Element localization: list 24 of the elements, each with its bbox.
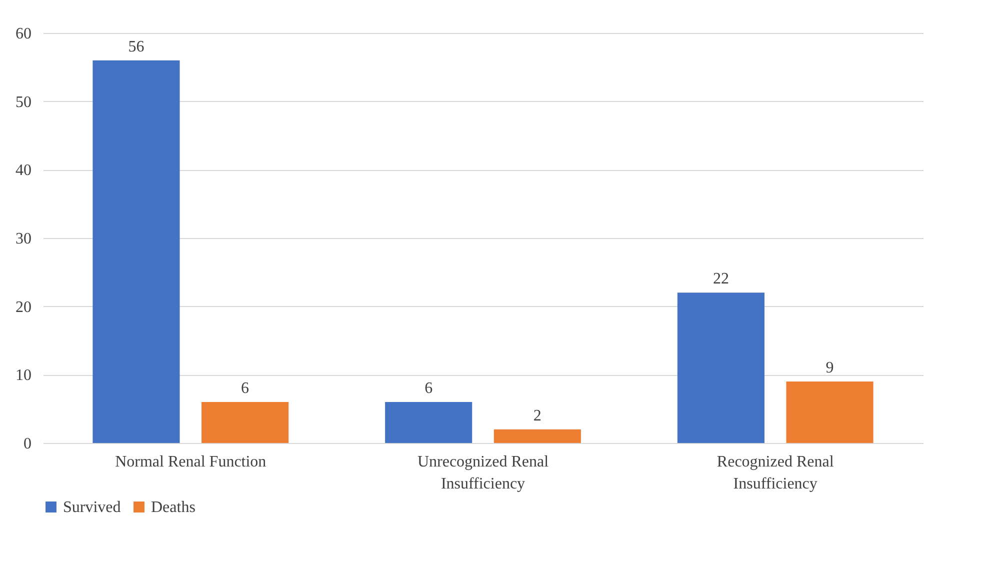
bar	[385, 402, 472, 443]
y-tick-label: 0	[24, 436, 32, 452]
data-label: 2	[533, 407, 542, 424]
bar	[786, 382, 874, 443]
bar	[202, 402, 289, 443]
y-tick-label: 50	[16, 94, 32, 111]
bar	[677, 292, 764, 443]
y-tick-label: 40	[16, 162, 32, 180]
x-tick-label: Recognized Renal Insufficiency	[716, 454, 834, 492]
data-label: 22	[712, 270, 729, 288]
x-tick-label: Normal Renal Function	[115, 454, 266, 470]
data-label: 6	[241, 380, 250, 397]
data-label: 9	[826, 360, 834, 376]
bar	[92, 60, 180, 443]
y-tick-label: 10	[16, 367, 32, 384]
legend-label: Deaths	[151, 499, 196, 516]
data-label: 56	[128, 38, 144, 56]
data-label: 6	[424, 380, 433, 397]
bar	[494, 429, 581, 443]
legend-label: Survived	[63, 499, 121, 516]
y-tick-label: 60	[16, 26, 32, 42]
y-tick-label: 20	[16, 298, 32, 316]
x-tick-label: Unrecognized Renal Insufficiency	[417, 454, 550, 492]
y-tick-label: 30	[16, 230, 32, 248]
